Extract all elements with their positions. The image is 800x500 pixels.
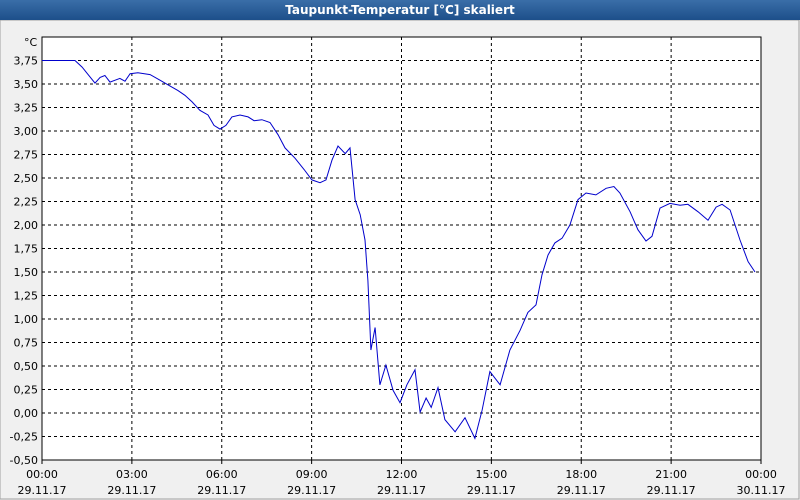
y-tick-label: 0,00	[14, 407, 39, 420]
x-tick-label: 09:00	[296, 468, 328, 481]
y-tick-label: 3,50	[14, 78, 39, 91]
x-tick-date: 29.11.17	[377, 484, 426, 497]
y-tick-label: 1,50	[14, 266, 39, 279]
x-tick-label: 12:00	[386, 468, 418, 481]
y-tick-label: 0,50	[14, 360, 39, 373]
y-tick-label: 1,75	[14, 243, 39, 256]
y-tick-label: 2,25	[14, 196, 39, 209]
y-tick-label: -0,50	[10, 454, 38, 467]
y-tick-label: 3,25	[14, 102, 39, 115]
y-tick-label: 3,75	[14, 55, 39, 68]
x-tick-date: 29.11.17	[287, 484, 336, 497]
x-tick-label: 18:00	[565, 468, 597, 481]
x-tick-label: 06:00	[206, 468, 238, 481]
y-tick-label: 2,00	[14, 219, 39, 232]
y-tick-label: 2,75	[14, 149, 39, 162]
y-tick-label: -0,25	[10, 431, 38, 444]
y-unit: °C	[24, 36, 38, 49]
y-tick-label: 2,50	[14, 172, 39, 185]
x-tick-label: 03:00	[116, 468, 148, 481]
x-tick-date: 29.11.17	[107, 484, 156, 497]
x-tick-date: 29.11.17	[467, 484, 516, 497]
x-tick-date: 29.11.17	[18, 484, 67, 497]
x-tick-date: 30.11.17	[737, 484, 786, 497]
x-tick-label: 21:00	[655, 468, 687, 481]
x-tick-date: 29.11.17	[647, 484, 696, 497]
x-tick-label: 00:00	[26, 468, 58, 481]
window-title: Taupunkt-Temperatur [°C] skaliert	[0, 0, 800, 20]
plot-frame	[41, 36, 762, 461]
y-tick-label: 3,00	[14, 125, 39, 138]
y-tick-label: 1,25	[14, 290, 39, 303]
x-tick-date: 29.11.17	[197, 484, 246, 497]
y-tick-label: 1,00	[14, 313, 39, 326]
x-tick-label: 00:00	[745, 468, 777, 481]
x-tick-label: 15:00	[476, 468, 508, 481]
data-line	[42, 60, 756, 440]
chart: °C -0,50 -0,25 0,00 0,25 0,50 0,75 1,00 1,25 1,5…	[0, 20, 800, 500]
y-tick-label: 0,75	[14, 337, 39, 350]
x-tick-date: 29.11.17	[557, 484, 606, 497]
y-tick-label: 0,25	[14, 384, 39, 397]
